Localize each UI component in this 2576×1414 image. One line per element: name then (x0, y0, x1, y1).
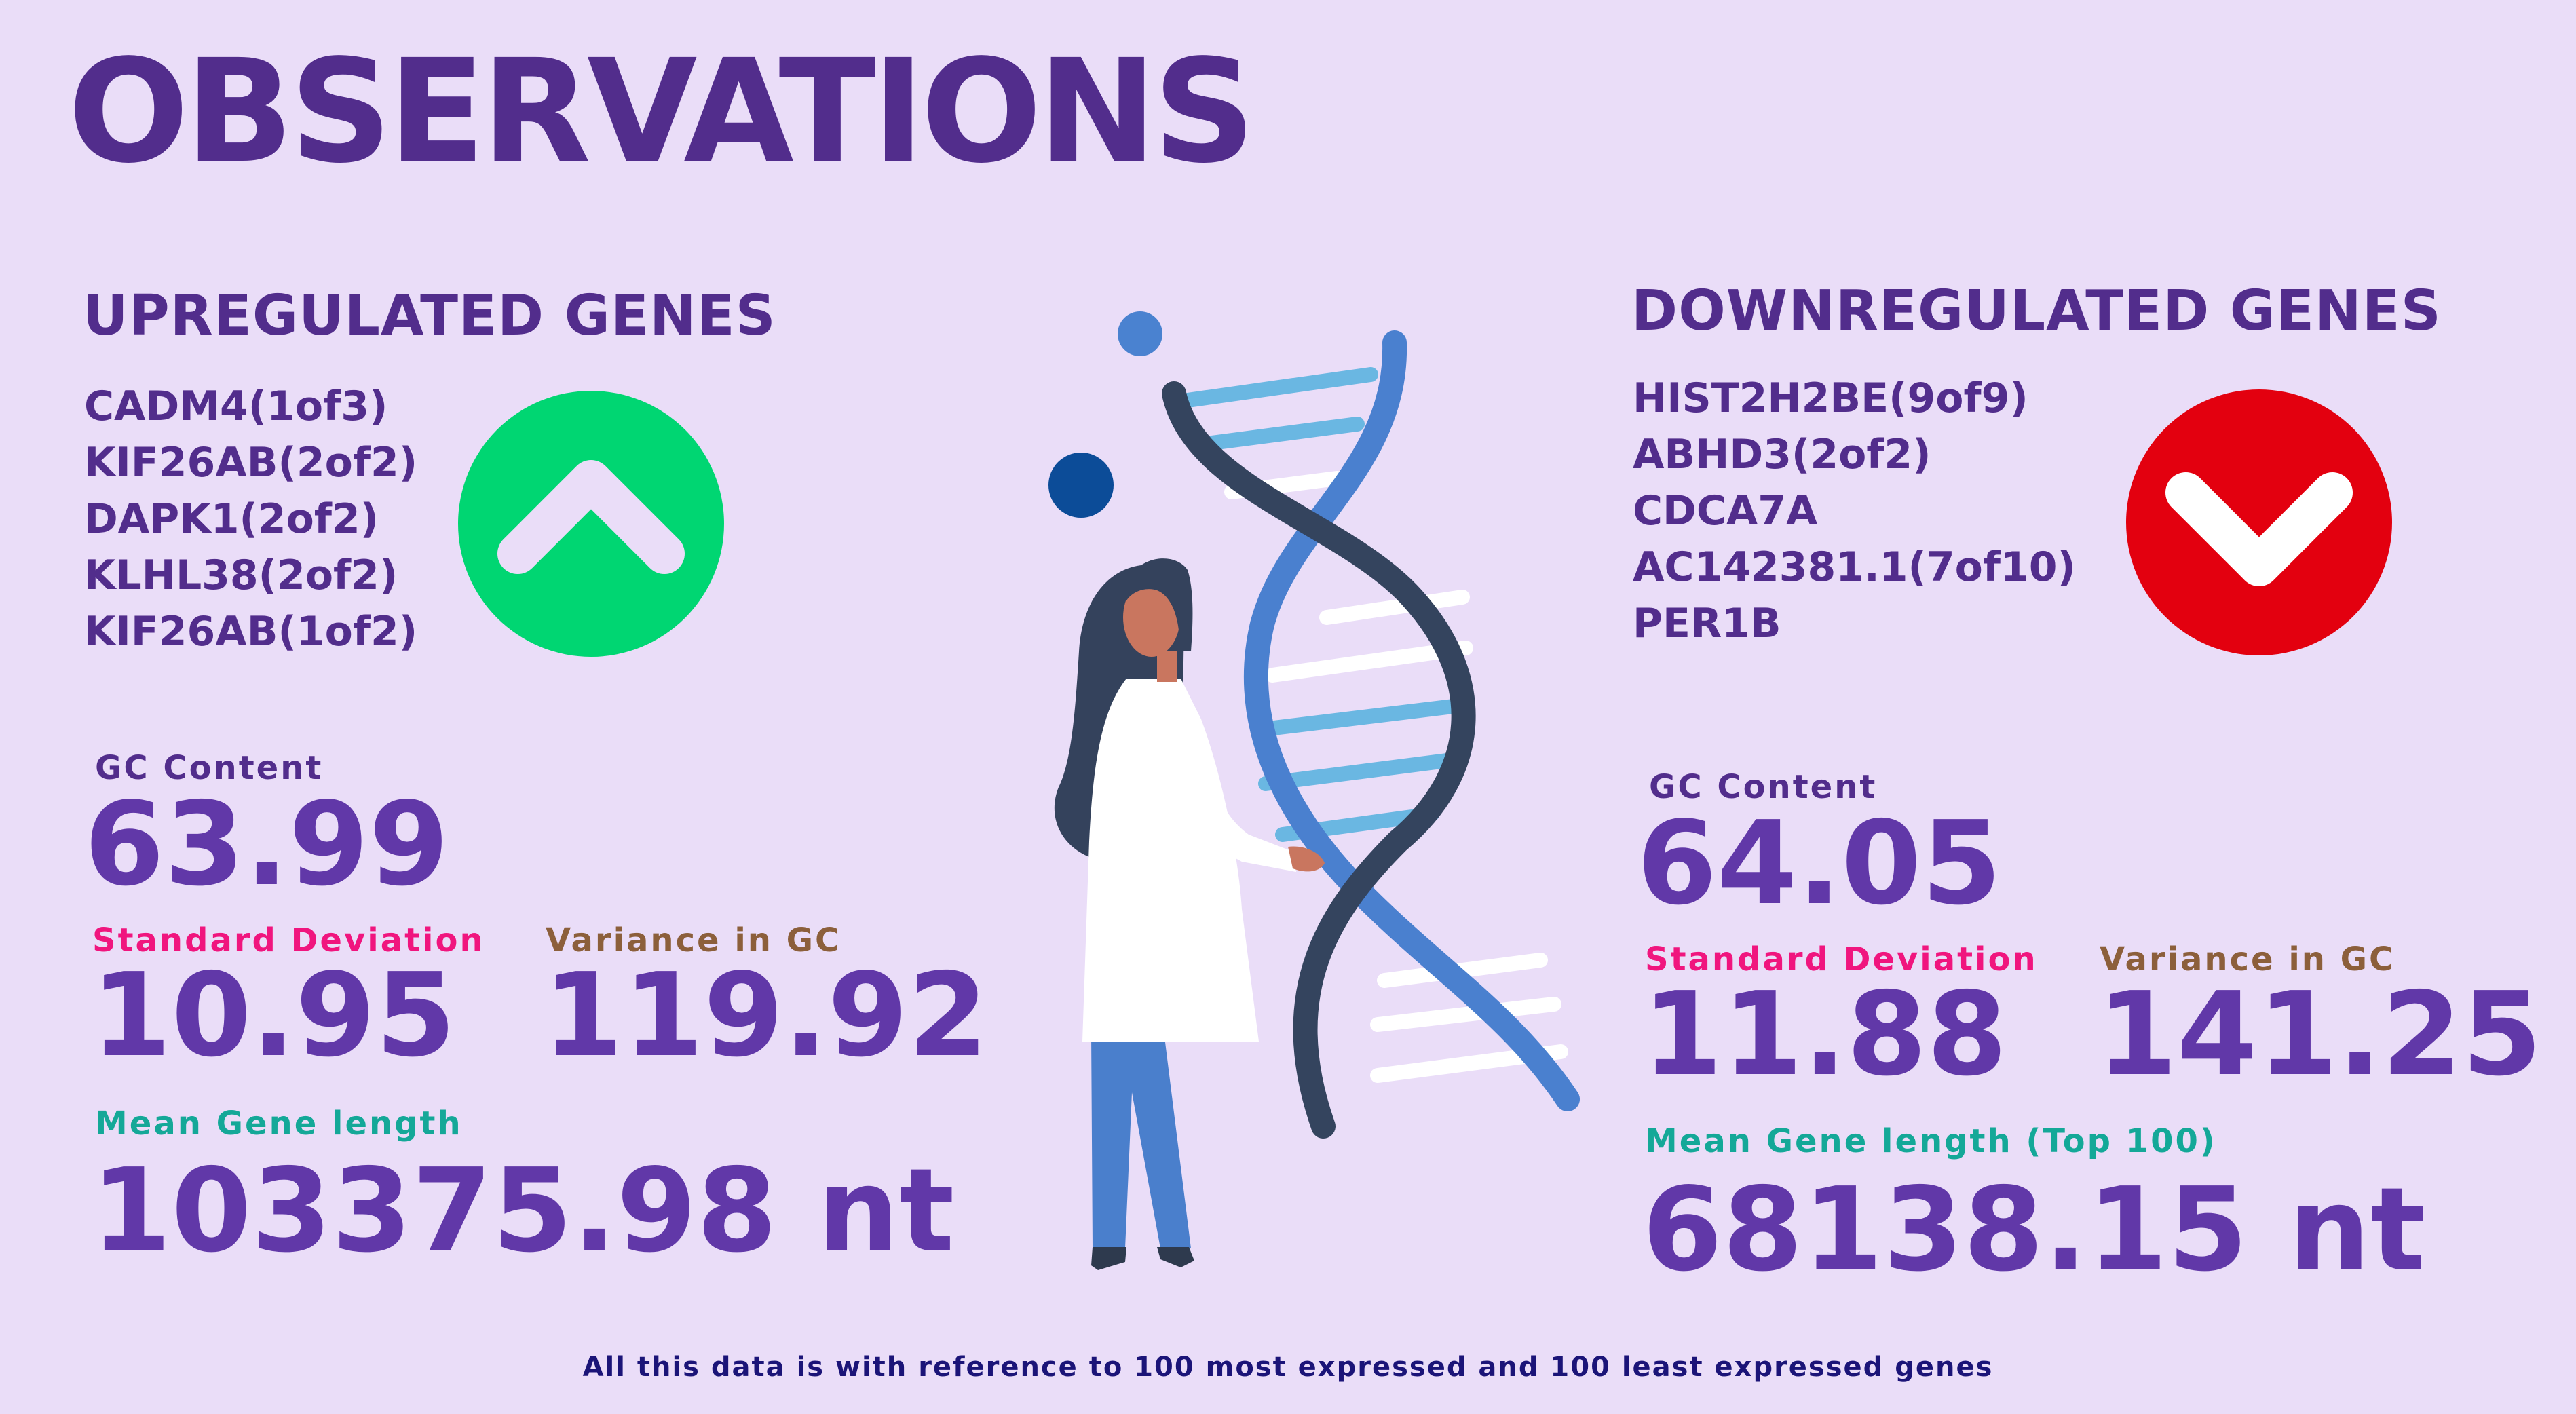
down-var-label: Variance in GC (2100, 940, 2395, 978)
list-item: HIST2H2BE(9of9) (1633, 375, 2028, 422)
down-gc-value: 64.05 (1637, 797, 2002, 931)
upregulated-badge (458, 391, 724, 657)
down-sd-label: Standard Deviation (1645, 940, 2038, 978)
down-gc-label: GC Content (1649, 768, 1878, 806)
list-item: CADM4(1of3) (84, 383, 388, 430)
scientist-arm (1177, 719, 1296, 872)
list-item: KLHL38(2of2) (84, 552, 398, 599)
scientist-legs (1091, 1031, 1191, 1248)
page-title: OBSERVATIONS (68, 28, 1255, 195)
up-var-label: Variance in GC (546, 921, 841, 959)
scientist-neck (1157, 651, 1177, 682)
downregulated-heading: DOWNREGULATED GENES (1631, 279, 2442, 343)
floating-dot (1048, 453, 1114, 518)
list-item: AC142381.1(7of10) (1633, 543, 2076, 591)
list-item: KIF26AB(2of2) (84, 439, 418, 486)
upregulated-gene-list: CADM4(1of3) KIF26AB(2of2) DAPK1(2of2) KL… (84, 379, 417, 660)
scientist-face (1123, 578, 1180, 657)
scientist-lab-coat (1082, 679, 1259, 1042)
chevron-up-icon (497, 460, 685, 574)
shoe-right (1157, 1247, 1194, 1267)
up-gc-value: 63.99 (84, 778, 449, 912)
scientist-dna-illustration (1048, 311, 1580, 1270)
down-len-label: Mean Gene length (Top 100) (1645, 1122, 2217, 1160)
list-item: ABHD3(2of2) (1633, 431, 1931, 478)
list-item: CDCA7A (1633, 487, 1818, 535)
floating-dot (1118, 311, 1162, 356)
list-item: DAPK1(2of2) (84, 495, 379, 543)
down-len-value: 68138.15 nt (1642, 1163, 2426, 1297)
scientist-hair-top (1126, 558, 1193, 651)
upregulated-heading: UPREGULATED GENES (83, 284, 776, 348)
up-sd-value: 10.95 (91, 949, 456, 1083)
up-len-value: 103375.98 nt (91, 1144, 955, 1278)
footnote: All this data is with reference to 100 m… (582, 1352, 1994, 1383)
down-sd-value: 11.88 (1642, 968, 2007, 1102)
dna-strand-blue (1244, 330, 1580, 1111)
shoe-left (1091, 1247, 1126, 1270)
downregulated-gene-list: HIST2H2BE(9of9) ABHD3(2of2) CDCA7A AC142… (1633, 370, 2076, 652)
up-sd-label: Standard Deviation (92, 921, 485, 959)
list-item: KIF26AB(1of2) (84, 608, 418, 655)
downregulated-badge (2126, 389, 2392, 655)
up-gc-label: GC Content (95, 749, 324, 787)
list-item: PER1B (1633, 600, 1781, 647)
down-var-value: 141.25 (2097, 968, 2543, 1102)
up-len-label: Mean Gene length (95, 1105, 463, 1143)
chevron-down-icon (2165, 472, 2353, 586)
up-var-value: 119.92 (543, 949, 989, 1083)
scientist-hand (1288, 846, 1325, 872)
dna-strand-dark (1162, 381, 1476, 1139)
